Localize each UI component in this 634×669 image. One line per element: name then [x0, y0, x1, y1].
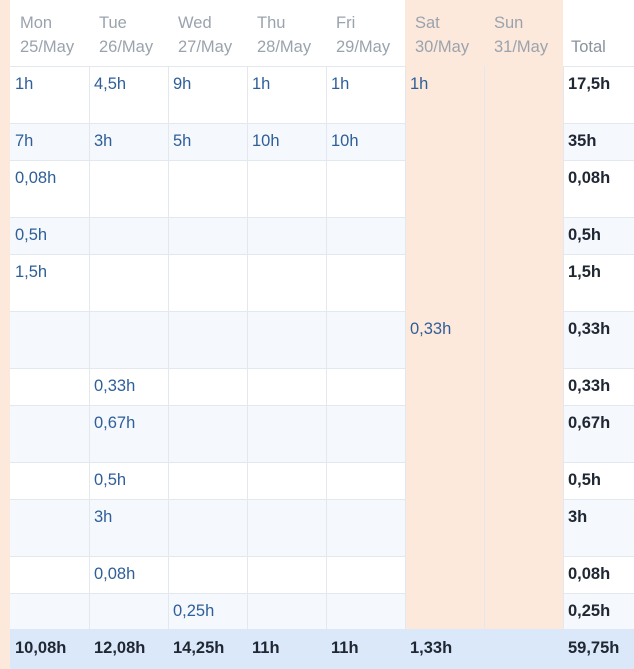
time-entry-cell[interactable]: 1h	[252, 75, 271, 93]
day-header-fri[interactable]: Fri 29/May	[326, 0, 405, 66]
day-total: 1,33h	[410, 639, 453, 657]
day-header-sun[interactable]: Sun 31/May	[484, 0, 563, 66]
time-entry-cell[interactable]: 3h	[94, 508, 113, 526]
time-entry-cell[interactable]: 1h	[15, 75, 34, 93]
grand-total: 59,75h	[568, 639, 620, 657]
row-total: 3h	[568, 508, 588, 526]
row-total: 17,5h	[568, 75, 611, 93]
time-entry-cell[interactable]: 1h	[331, 75, 350, 93]
day-name: Mon	[20, 14, 53, 32]
time-entry-cell[interactable]: 7h	[15, 132, 34, 150]
weekend-column-sun	[484, 0, 563, 669]
day-name: Sun	[494, 14, 524, 32]
time-entry-cell[interactable]: 4,5h	[94, 75, 127, 93]
row-total: 0,25h	[568, 602, 611, 620]
day-header-mon[interactable]: Mon 25/May	[10, 0, 89, 66]
time-entry-cell[interactable]: 0,33h	[410, 320, 452, 338]
day-header-tue[interactable]: Tue 26/May	[89, 0, 168, 66]
time-entry-cell[interactable]: 0,5h	[15, 226, 48, 244]
day-date: 25/May	[20, 38, 75, 56]
total-header: Total	[563, 0, 634, 66]
day-name: Wed	[178, 14, 212, 32]
day-date: 29/May	[336, 38, 391, 56]
weekend-column-sat	[405, 0, 484, 669]
column-divider	[168, 66, 169, 629]
day-date: 30/May	[415, 38, 470, 56]
row-total: 0,5h	[568, 226, 602, 244]
row-total: 1,5h	[568, 263, 602, 281]
day-total: 14,25h	[173, 639, 225, 657]
day-date: 31/May	[494, 38, 549, 56]
time-entry-cell[interactable]: 3h	[94, 132, 113, 150]
total-header-label: Total	[571, 38, 606, 56]
day-header-wed[interactable]: Wed 27/May	[168, 0, 247, 66]
time-entry-cell[interactable]: 0,25h	[173, 602, 215, 620]
row-total: 0,08h	[568, 565, 611, 583]
day-header-sat[interactable]: Sat 30/May	[405, 0, 484, 66]
day-total: 11h	[252, 639, 280, 657]
left-accent-strip	[0, 0, 10, 669]
day-total: 11h	[331, 639, 359, 657]
row-total: 0,08h	[568, 169, 611, 187]
day-name: Sat	[415, 14, 440, 32]
time-entry-cell[interactable]: 0,5h	[94, 471, 127, 489]
day-name: Thu	[257, 14, 286, 32]
time-entry-cell[interactable]: 5h	[173, 132, 192, 150]
totals-footer	[10, 629, 634, 669]
column-divider	[484, 66, 485, 629]
day-total: 10,08h	[15, 639, 67, 657]
day-name: Tue	[99, 14, 127, 32]
time-entry-cell[interactable]: 10h	[252, 132, 280, 150]
row-total: 0,5h	[568, 471, 602, 489]
time-entry-cell[interactable]: 10h	[331, 132, 359, 150]
time-entry-cell[interactable]: 0,67h	[94, 414, 136, 432]
time-entry-cell[interactable]: 0,33h	[94, 377, 136, 395]
row-total: 0,33h	[568, 320, 611, 338]
day-date: 28/May	[257, 38, 312, 56]
time-entry-cell[interactable]: 0,08h	[15, 169, 57, 187]
column-divider	[405, 66, 406, 629]
time-entry-cell[interactable]: 1,5h	[15, 263, 48, 281]
row-total: 35h	[568, 132, 597, 150]
time-entry-cell[interactable]: 1h	[410, 75, 429, 93]
day-date: 26/May	[99, 38, 154, 56]
time-entry-cell[interactable]: 9h	[173, 75, 192, 93]
column-divider	[326, 66, 327, 629]
day-name: Fri	[336, 14, 356, 32]
column-divider	[89, 66, 90, 629]
time-entry-cell[interactable]: 0,08h	[94, 565, 136, 583]
column-divider	[563, 66, 564, 629]
day-total: 12,08h	[94, 639, 146, 657]
day-date: 27/May	[178, 38, 233, 56]
row-total: 0,33h	[568, 377, 611, 395]
column-divider	[247, 66, 248, 629]
row-total: 0,67h	[568, 414, 611, 432]
day-header-thu[interactable]: Thu 28/May	[247, 0, 326, 66]
